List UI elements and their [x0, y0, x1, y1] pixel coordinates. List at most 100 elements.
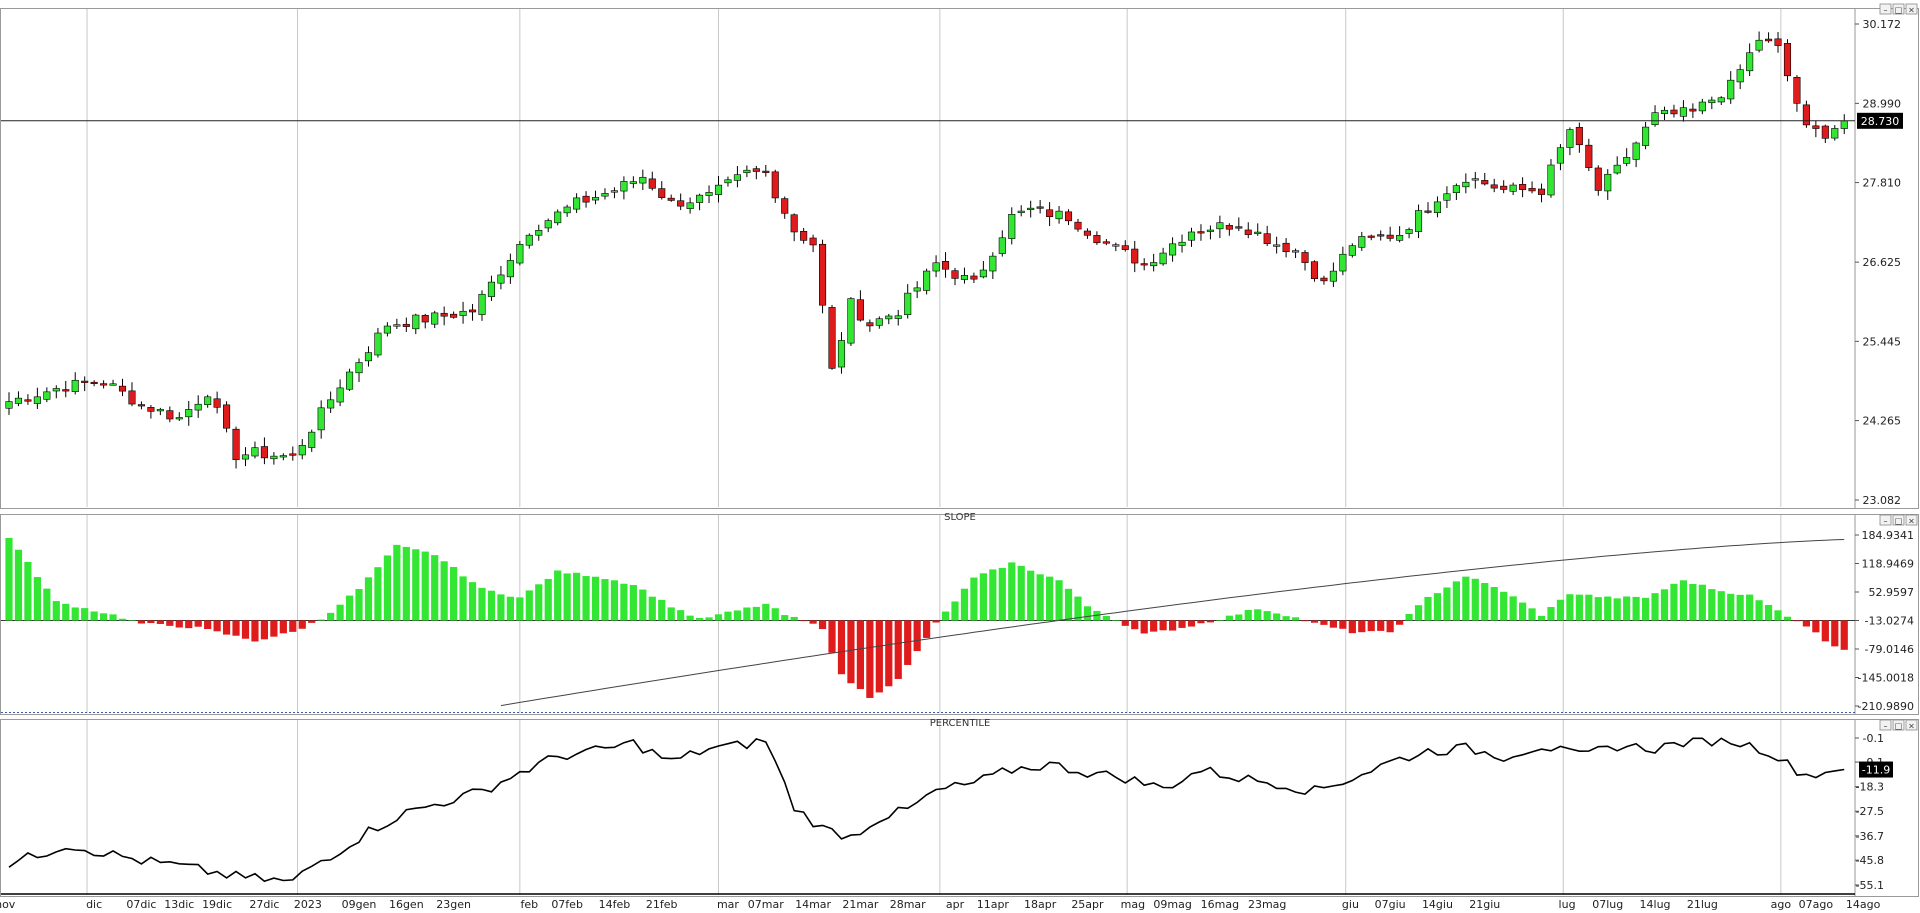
- candle[interactable]: [610, 187, 618, 199]
- candle[interactable]: [1310, 260, 1319, 282]
- candle[interactable]: [90, 380, 98, 387]
- candle[interactable]: [847, 297, 855, 346]
- candle[interactable]: [696, 193, 704, 211]
- candle[interactable]: [1008, 207, 1016, 245]
- candle[interactable]: [1348, 243, 1356, 258]
- window-buttons-layer[interactable]: – □ ×– □ ×– □ ×: [1879, 3, 1918, 731]
- candle[interactable]: [241, 447, 250, 467]
- candle[interactable]: [724, 176, 732, 187]
- maximize-button[interactable]: □: [1892, 3, 1905, 15]
- candle[interactable]: [1793, 75, 1801, 112]
- candle[interactable]: [1263, 225, 1271, 247]
- candle[interactable]: [1150, 253, 1158, 272]
- candle[interactable]: [1140, 258, 1148, 271]
- candle[interactable]: [1604, 169, 1612, 200]
- price-panel[interactable]: [1, 31, 1855, 469]
- candle[interactable]: [1273, 236, 1281, 254]
- candle[interactable]: [260, 437, 268, 465]
- candle[interactable]: [970, 272, 978, 284]
- candle[interactable]: [591, 190, 600, 205]
- candle[interactable]: [33, 387, 41, 409]
- minimize-button[interactable]: –: [1879, 719, 1892, 731]
- candle[interactable]: [1254, 223, 1262, 236]
- close-button[interactable]: ×: [1905, 3, 1918, 15]
- candle[interactable]: [705, 185, 713, 204]
- candle[interactable]: [1632, 141, 1640, 168]
- candle[interactable]: [932, 255, 940, 278]
- candle[interactable]: [1036, 199, 1044, 214]
- candle[interactable]: [175, 412, 183, 421]
- candle[interactable]: [1282, 238, 1290, 258]
- candle[interactable]: [147, 404, 155, 419]
- candle[interactable]: [468, 303, 477, 321]
- candle[interactable]: [270, 452, 278, 465]
- candle[interactable]: [800, 227, 808, 244]
- candle[interactable]: [828, 304, 836, 370]
- candle[interactable]: [573, 193, 581, 213]
- candle[interactable]: [1424, 202, 1432, 214]
- candle[interactable]: [516, 240, 524, 266]
- candle[interactable]: [535, 224, 543, 241]
- candle[interactable]: [506, 253, 514, 284]
- candle[interactable]: [714, 176, 723, 203]
- candle[interactable]: [1301, 250, 1309, 271]
- candle[interactable]: [894, 309, 902, 326]
- minimize-button[interactable]: –: [1879, 514, 1892, 526]
- candle[interactable]: [639, 169, 647, 191]
- candle[interactable]: [1329, 262, 1337, 288]
- candle[interactable]: [1433, 196, 1442, 218]
- candle[interactable]: [487, 275, 496, 301]
- candle[interactable]: [1802, 100, 1810, 128]
- slope-panel[interactable]: [1, 537, 1855, 713]
- candle[interactable]: [989, 252, 997, 280]
- candle[interactable]: [1216, 215, 1224, 239]
- candle[interactable]: [733, 166, 741, 188]
- candle[interactable]: [478, 290, 486, 321]
- candle[interactable]: [336, 379, 344, 407]
- maximize-button[interactable]: □: [1892, 719, 1905, 731]
- candle[interactable]: [979, 261, 987, 279]
- candle[interactable]: [1367, 234, 1375, 241]
- candle[interactable]: [156, 407, 164, 416]
- candle[interactable]: [1547, 159, 1555, 198]
- candle[interactable]: [866, 319, 874, 332]
- candle[interactable]: [1074, 218, 1082, 232]
- candle[interactable]: [1623, 148, 1631, 167]
- candle[interactable]: [1831, 125, 1839, 141]
- candle[interactable]: [1717, 96, 1725, 106]
- candle[interactable]: [1055, 206, 1063, 224]
- candle[interactable]: [1660, 106, 1669, 120]
- candle[interactable]: [166, 406, 174, 423]
- percentile-panel[interactable]: [1, 737, 1855, 895]
- candle[interactable]: [185, 400, 193, 426]
- candle[interactable]: [1783, 39, 1792, 82]
- candle[interactable]: [1509, 182, 1517, 196]
- candle[interactable]: [327, 391, 335, 413]
- candle[interactable]: [1746, 43, 1754, 76]
- candle[interactable]: [364, 346, 373, 367]
- candle[interactable]: [837, 332, 846, 374]
- candle[interactable]: [1197, 224, 1205, 241]
- candle[interactable]: [402, 317, 410, 332]
- candle[interactable]: [440, 306, 448, 326]
- candle[interactable]: [1339, 246, 1347, 276]
- candle[interactable]: [1840, 114, 1848, 135]
- candle[interactable]: [544, 218, 552, 233]
- candle[interactable]: [1206, 225, 1214, 240]
- candle[interactable]: [1452, 183, 1460, 200]
- candle[interactable]: [497, 265, 505, 290]
- candle[interactable]: [790, 213, 798, 242]
- candle[interactable]: [1585, 138, 1593, 172]
- candle[interactable]: [771, 169, 779, 203]
- candle[interactable]: [856, 290, 864, 322]
- candle[interactable]: [1187, 227, 1196, 247]
- candle[interactable]: [1169, 237, 1177, 262]
- candle[interactable]: [289, 446, 297, 461]
- candle[interactable]: [223, 401, 231, 433]
- candle[interactable]: [1575, 122, 1583, 153]
- candle[interactable]: [563, 204, 571, 217]
- candle[interactable]: [781, 196, 789, 219]
- candle[interactable]: [1670, 104, 1678, 118]
- candle[interactable]: [998, 230, 1006, 257]
- candle[interactable]: [298, 439, 306, 460]
